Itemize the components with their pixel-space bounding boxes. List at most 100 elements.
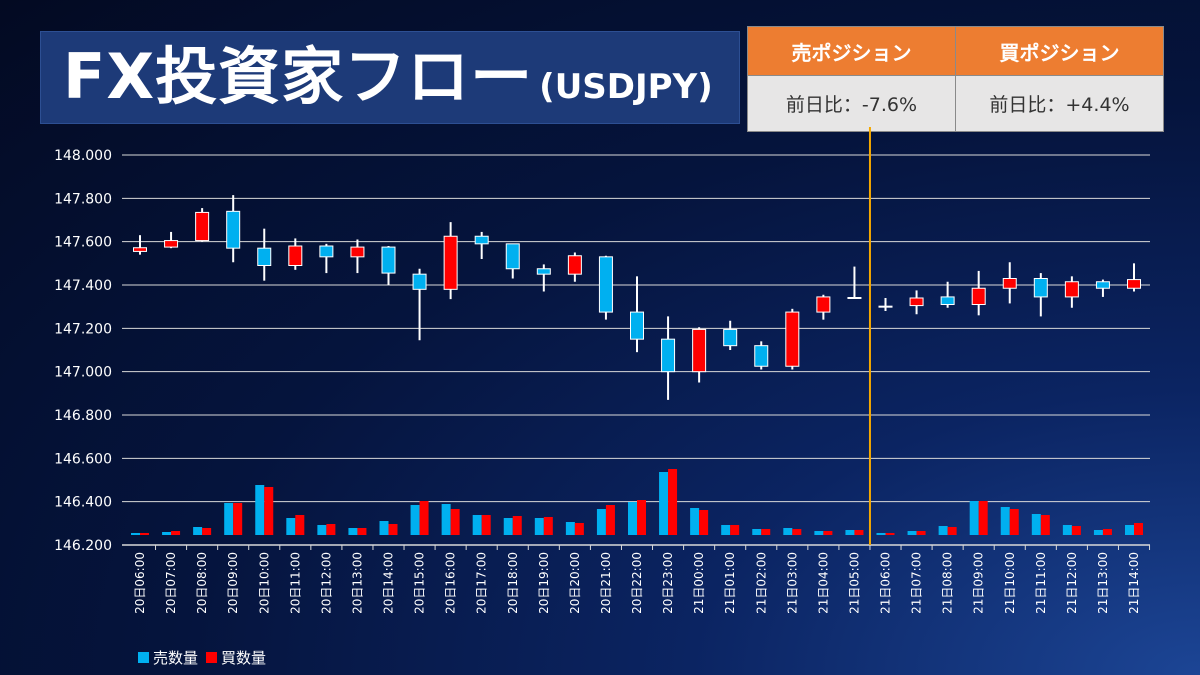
x-tick-label: 20日19:00: [537, 552, 551, 614]
candle-body: [319, 245, 334, 258]
candle-body: [567, 255, 582, 275]
buy-volume-bar: [792, 529, 802, 535]
sell-position-header: 売ポジション: [747, 26, 956, 76]
x-tick-label: 21日13:00: [1096, 552, 1110, 614]
x-tick-label: 21日11:00: [1034, 552, 1048, 614]
candle-body: [816, 296, 831, 313]
legend: 売数量 買数量: [138, 647, 266, 668]
sell-volume-bar: [1000, 507, 1010, 535]
y-tick-label: 148.000: [54, 148, 112, 164]
x-tick-label: 21日06:00: [879, 552, 893, 614]
candle-body: [1095, 281, 1110, 289]
sell-volume-bar: [348, 528, 358, 535]
x-tick-label: 21日05:00: [847, 552, 861, 614]
position-table: 売ポジション 買ポジション 前日比：-7.6% 前日比：+4.4%: [747, 26, 1164, 132]
buy-volume-bar: [450, 509, 460, 535]
y-tick-label: 146.400: [54, 495, 112, 511]
legend-swatch-buy: [206, 652, 218, 663]
title-sub: (USDJPY): [539, 67, 713, 107]
buy-volume-bar: [730, 525, 740, 535]
sell-volume-bar: [1125, 525, 1134, 535]
x-tick-label: 20日17:00: [475, 552, 489, 614]
sell-volume-bar: [596, 509, 606, 535]
candle-body: [226, 210, 241, 249]
sell-volume-bar: [845, 530, 855, 535]
y-tick-label: 146.800: [54, 408, 112, 424]
sell-volume-bar: [938, 526, 948, 535]
sell-volume-bar: [1093, 530, 1103, 535]
candle-body: [692, 328, 707, 373]
buy-position-change: 前日比：+4.4%: [955, 75, 1164, 132]
x-tick-label: 20日20:00: [568, 552, 582, 614]
sell-volume-bar: [255, 485, 265, 535]
x-tick-label: 20日23:00: [661, 552, 675, 614]
buy-volume-bar: [699, 510, 709, 535]
sell-volume-bar: [162, 532, 172, 535]
sell-volume-bar: [907, 531, 917, 535]
sell-position-change: 前日比：-7.6%: [747, 75, 956, 132]
buy-volume-bar: [481, 515, 491, 535]
sell-volume-bar: [783, 528, 793, 535]
sell-volume-bar: [628, 502, 637, 535]
candle-body: [288, 245, 303, 266]
legend-label-buy: 買数量: [221, 649, 267, 667]
sell-volume-bar: [721, 525, 731, 535]
buy-volume-bar: [388, 524, 398, 535]
buy-volume-bar: [761, 529, 771, 535]
candle-body: [195, 211, 210, 242]
buy-volume-bar: [947, 527, 957, 535]
y-tick-label: 146.200: [54, 538, 112, 554]
sell-volume-bar: [131, 533, 140, 535]
sell-volume-bar: [690, 508, 700, 535]
x-tick-label: 20日15:00: [413, 552, 427, 614]
x-tick-label: 21日00:00: [692, 552, 706, 614]
sell-volume-bar: [224, 503, 234, 535]
y-tick-label: 147.200: [54, 321, 112, 337]
candle-body: [1064, 281, 1079, 298]
x-tick-label: 21日09:00: [972, 552, 986, 614]
x-tick-label: 21日04:00: [816, 552, 830, 614]
buy-volume-bar: [419, 501, 429, 535]
x-tick-label: 21日03:00: [785, 552, 799, 614]
x-tick-label: 20日22:00: [630, 552, 644, 614]
x-tick-label: 20日08:00: [195, 552, 209, 614]
y-tick-label: 147.000: [54, 365, 112, 381]
sell-volume-bar: [193, 527, 203, 535]
candle-body: [1033, 278, 1048, 298]
candle-body: [536, 268, 551, 275]
buy-volume-bar: [823, 531, 833, 535]
buy-volume-bar: [916, 531, 926, 535]
x-tick-label: 21日01:00: [723, 552, 737, 614]
x-tick-label: 20日14:00: [382, 552, 396, 614]
buy-volume-bar: [668, 469, 678, 535]
buy-volume-bar: [1071, 526, 1081, 535]
x-tick-label: 20日18:00: [506, 552, 520, 614]
sell-volume-bar: [969, 501, 979, 535]
x-tick-label: 20日13:00: [350, 552, 364, 614]
buy-volume-bar: [574, 523, 584, 535]
sell-volume-bar: [472, 515, 482, 535]
x-tick-label: 21日14:00: [1127, 552, 1141, 614]
x-tick-label: 20日12:00: [319, 552, 333, 614]
sell-volume-bar: [286, 518, 296, 535]
buy-volume-bar: [543, 517, 553, 535]
sell-volume-bar: [876, 533, 886, 535]
candle-body: [909, 297, 924, 307]
y-tick-label: 147.400: [54, 278, 112, 294]
candle-body: [1127, 279, 1141, 289]
sell-volume-bar: [410, 505, 420, 535]
sell-volume-bar: [814, 531, 824, 535]
buy-volume-bar: [1040, 515, 1050, 535]
sell-volume-bar: [1031, 514, 1041, 535]
candle-body: [598, 256, 613, 313]
x-tick-label: 20日09:00: [226, 552, 240, 614]
x-tick-label: 20日06:00: [133, 552, 147, 614]
candle-body: [474, 235, 489, 245]
legend-label-sell: 売数量: [153, 649, 199, 667]
y-tick-label: 147.800: [54, 191, 112, 207]
candle-body: [630, 311, 644, 340]
candle-body: [661, 338, 676, 373]
candle-body: [785, 311, 800, 367]
x-tick-label: 20日11:00: [288, 552, 302, 614]
